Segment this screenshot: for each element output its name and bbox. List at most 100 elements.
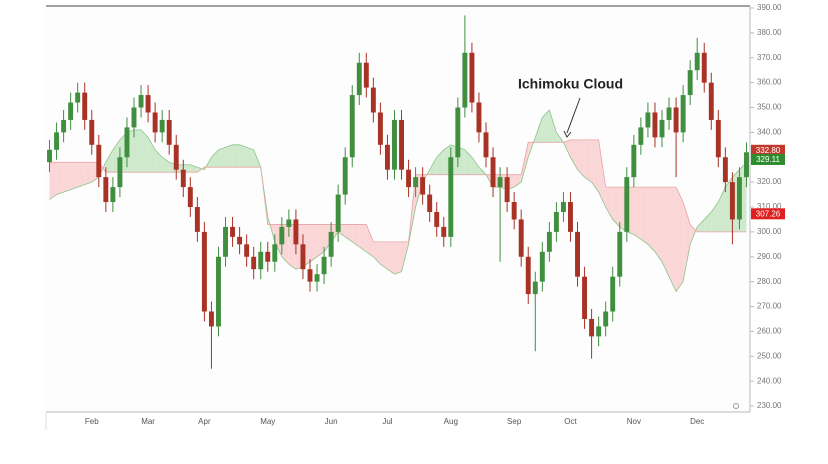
candle-body (342, 157, 348, 195)
candle-body (413, 177, 419, 188)
y-tick-label: 260.00 (757, 327, 782, 336)
cloud-fill (232, 144, 240, 168)
candle-body (300, 244, 306, 270)
cloud-fill (612, 187, 620, 227)
candle-body (673, 107, 679, 133)
candle-body (370, 87, 376, 113)
candle-body (96, 144, 102, 178)
candle-body (159, 119, 165, 133)
cloud-fill (464, 149, 472, 175)
candle-body (511, 202, 517, 220)
cloud-fill (394, 241, 402, 275)
candle-body (610, 276, 616, 312)
candle-body (441, 226, 447, 237)
candle-body (251, 256, 257, 270)
cloud-fill (697, 219, 705, 232)
candle-body (518, 219, 524, 257)
cloud-fill (662, 187, 670, 277)
candle-body (715, 119, 721, 158)
y-tick-label: 300.00 (757, 227, 782, 236)
candle-body (314, 274, 320, 282)
candle-body (68, 102, 74, 120)
candle-body (462, 52, 468, 108)
cloud-fill (577, 139, 585, 178)
x-tick-label: Dec (690, 417, 704, 426)
candle-body (152, 112, 158, 133)
candle-body (265, 251, 271, 262)
cloud-fill (359, 224, 367, 252)
candle-body (427, 194, 433, 212)
candle-body (194, 207, 200, 232)
candle-body (61, 119, 67, 133)
x-tick-label: May (260, 417, 275, 426)
price-marker-label: 329.11 (756, 155, 780, 164)
annotation-arrow (566, 97, 581, 134)
candle-body (744, 152, 749, 178)
cloud-fill (246, 147, 254, 168)
cloud-fill (134, 129, 142, 173)
cloud-fill (471, 157, 479, 175)
candle-body (363, 62, 369, 88)
cloud-fill (669, 187, 677, 292)
cloud-fill (676, 187, 684, 292)
candle-body (117, 157, 123, 188)
candle-body (216, 256, 221, 327)
cloud-fill (704, 211, 712, 232)
price-marker (751, 144, 785, 156)
candle-body (525, 256, 531, 295)
candle-body (258, 251, 264, 270)
y-tick-label: 320.00 (757, 177, 782, 186)
candle-body (307, 269, 313, 282)
candle-body (448, 157, 454, 237)
candle-body (392, 119, 397, 170)
candle-body (54, 132, 60, 150)
price-marker-label: 332.80 (756, 146, 781, 155)
cloud-fill (218, 147, 226, 168)
cloud-fill (387, 241, 395, 275)
price-marker-label: 307.26 (756, 209, 781, 218)
x-tick-label: Oct (564, 417, 577, 426)
candle-body (680, 95, 686, 133)
candle-body (434, 211, 440, 227)
candle-body (201, 231, 207, 312)
candle-body (47, 149, 52, 163)
candle-body (645, 112, 651, 128)
candle-body (131, 107, 137, 128)
cloud-fill (345, 224, 353, 242)
candle-body (110, 187, 116, 203)
candle-body (230, 226, 236, 237)
candle-body (166, 119, 172, 145)
x-tick-label: Apr (198, 417, 211, 426)
candle-body (173, 144, 179, 170)
candle-body (659, 119, 665, 138)
cloud-fill (570, 139, 578, 170)
x-tick-label: Jul (382, 417, 392, 426)
x-tick-label: Feb (85, 417, 99, 426)
candle-body (187, 187, 193, 208)
candle-body (208, 311, 214, 327)
candle-body (335, 194, 341, 232)
candle-body (138, 95, 144, 108)
x-tick-label: Jun (325, 417, 338, 426)
candle-body (736, 177, 742, 220)
candle-body (420, 177, 426, 195)
axis-layer: 230.00 240.00 250.00 260.00 270.00 280.00 290.… (85, 3, 785, 426)
candle-body (490, 157, 496, 188)
candle-body (722, 157, 728, 183)
candle-body (729, 182, 735, 220)
candle-body (237, 236, 243, 245)
y-tick-label: 390.00 (757, 3, 782, 12)
cloud-fill (317, 224, 325, 257)
candle-body (180, 169, 186, 188)
candle-layer (47, 15, 749, 369)
y-tick-label: 370.00 (757, 53, 782, 62)
settings-icon (733, 403, 739, 409)
y-tick-label: 280.00 (757, 277, 782, 286)
candle-body (399, 119, 404, 170)
candle-body (617, 231, 623, 277)
price-marker (751, 153, 785, 165)
cloud-fill (605, 187, 613, 220)
candle-body (75, 92, 81, 103)
cloud-fill (535, 117, 543, 143)
candle-body (596, 326, 602, 337)
